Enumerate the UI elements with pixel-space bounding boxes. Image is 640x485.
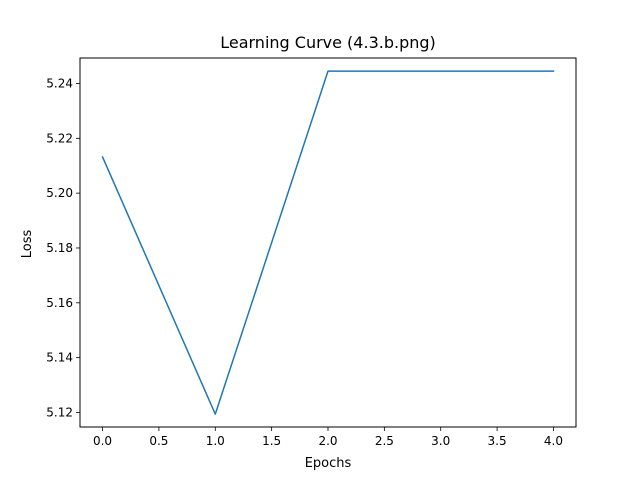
x-axis-label: Epochs bbox=[305, 456, 352, 471]
x-tick-label: 2.0 bbox=[318, 434, 337, 448]
y-tick-label: 5.20 bbox=[46, 186, 73, 200]
x-tick-label: 1.0 bbox=[206, 434, 225, 448]
x-tick-label: 0.5 bbox=[149, 434, 168, 448]
y-axis-label: Loss bbox=[20, 230, 35, 259]
y-tick-label: 5.16 bbox=[46, 296, 73, 310]
series-line-0 bbox=[101, 70, 555, 415]
y-tick-label: 5.24 bbox=[46, 76, 73, 90]
y-tick-label: 5.18 bbox=[46, 241, 73, 255]
chart-title: Learning Curve (4.3.b.png) bbox=[220, 33, 436, 52]
y-tick-label: 5.12 bbox=[46, 405, 73, 419]
plot-frame bbox=[79, 57, 577, 428]
x-tick-label: 2.5 bbox=[375, 434, 394, 448]
y-tick-label: 5.22 bbox=[46, 131, 73, 145]
x-tick-label: 1.5 bbox=[262, 434, 281, 448]
x-tick-label: 3.5 bbox=[488, 434, 507, 448]
x-tick-label: 3.0 bbox=[431, 434, 450, 448]
y-tick-label: 5.14 bbox=[46, 351, 73, 365]
x-tick-label: 0.0 bbox=[93, 434, 112, 448]
x-tick-label: 4.0 bbox=[544, 434, 563, 448]
